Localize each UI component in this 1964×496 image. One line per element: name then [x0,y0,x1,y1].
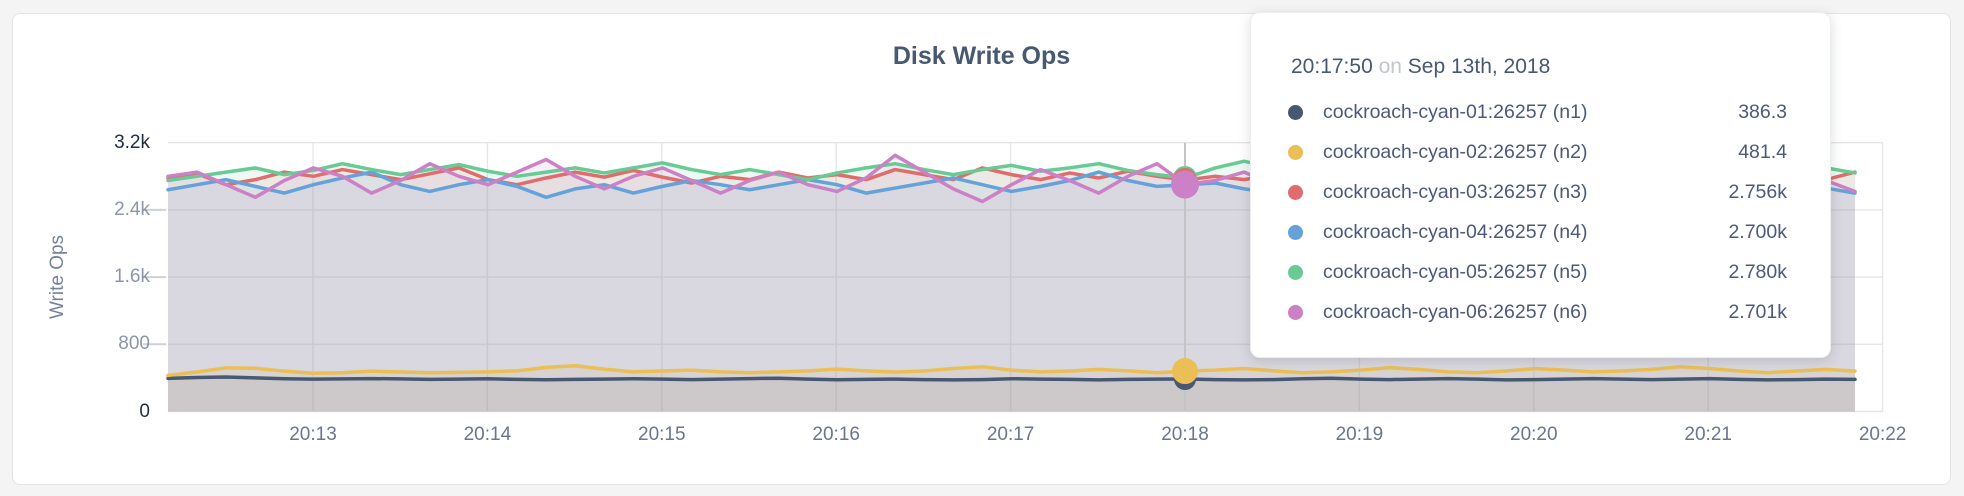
tooltip-row-n4: cockroach-cyan-04:26257 (n4) 2.700k [1288,212,1787,252]
series-color-dot-n5 [1288,264,1303,280]
series-color-dot-n2 [1288,144,1303,160]
series-color-dot-n3 [1288,184,1303,200]
series-line-n1 [166,375,1857,382]
x-tick-label-20:17: 20:17 [986,424,1035,445]
chart-title: Disk Write Ops [892,42,1071,70]
x-tick-label-20:18: 20:18 [1161,424,1209,445]
tooltip-row-n5: cockroach-cyan-05:26257 (n5) 2.780k [1288,252,1787,292]
hover-dot-n6 [1171,170,1199,199]
tooltip-series-name: cockroach-cyan-04:26257 (n4) [1323,220,1588,243]
hover-tooltip: 20:17:50 on Sep 13th, 2018 cockroach-cya… [1250,12,1831,358]
tooltip-series-value: 481.4 [1738,140,1787,163]
x-tick-label-20:19: 20:19 [1335,424,1384,445]
x-tick-label-20:13: 20:13 [289,424,337,445]
tooltip-series-name: cockroach-cyan-03:26257 (n3) [1323,180,1588,203]
tooltip-rows: cockroach-cyan-01:26257 (n1) 386.3 cockroa… [1288,92,1787,332]
tooltip-row-n1: cockroach-cyan-01:26257 (n1) 386.3 [1288,92,1787,132]
tooltip-row-n3: cockroach-cyan-03:26257 (n3) 2.756k [1288,172,1787,212]
x-tick-label-20:22: 20:22 [1858,424,1907,445]
series-color-dot-n6 [1288,304,1303,320]
tooltip-row-n2: cockroach-cyan-02:26257 (n2) 481.4 [1288,132,1787,172]
tooltip-series-value: 386.3 [1738,100,1787,123]
y-tick-label-1.6k: 1.6k [114,266,150,288]
tooltip-series-name: cockroach-cyan-01:26257 (n1) [1323,100,1588,123]
x-tick-label-20:14: 20:14 [463,424,512,445]
tooltip-series-name: cockroach-cyan-02:26257 (n2) [1323,140,1588,163]
tooltip-series-value: 2.700k [1728,220,1787,243]
x-tick-label-20:21: 20:21 [1684,424,1732,445]
tooltip-series-value: 2.701k [1728,300,1787,323]
y-tick-label-0: 0 [139,400,150,422]
tooltip-time: 20:17:50 [1291,55,1373,78]
series-color-dot-n4 [1288,224,1303,240]
tooltip-series-name: cockroach-cyan-05:26257 (n5) [1323,260,1588,283]
x-tick-label-20:15: 20:15 [638,424,686,445]
x-tick-label-20:16: 20:16 [812,424,860,445]
tooltip-series-name: cockroach-cyan-06:26257 (n6) [1323,300,1588,323]
tooltip-header: 20:17:50 on Sep 13th, 2018 [1291,55,1787,79]
y-tick-label-2.4k: 2.4k [114,198,150,220]
y-tick-label-3.2k: 3.2k [114,131,150,153]
tooltip-series-value: 2.780k [1728,260,1787,283]
series-line-n2 [166,363,1857,378]
tooltip-date: Sep 13th, 2018 [1407,55,1551,78]
hover-dot-n2 [1172,358,1198,385]
series-area-n1 [168,377,1855,412]
tooltip-connector: on [1378,55,1402,78]
tooltip-row-n6: cockroach-cyan-06:26257 (n6) 2.701k [1288,292,1787,332]
tooltip-series-value: 2.756k [1728,180,1787,203]
y-tick-label-800: 800 [118,333,150,355]
x-tick-label-20:20: 20:20 [1510,424,1558,445]
series-color-dot-n1 [1288,104,1303,120]
